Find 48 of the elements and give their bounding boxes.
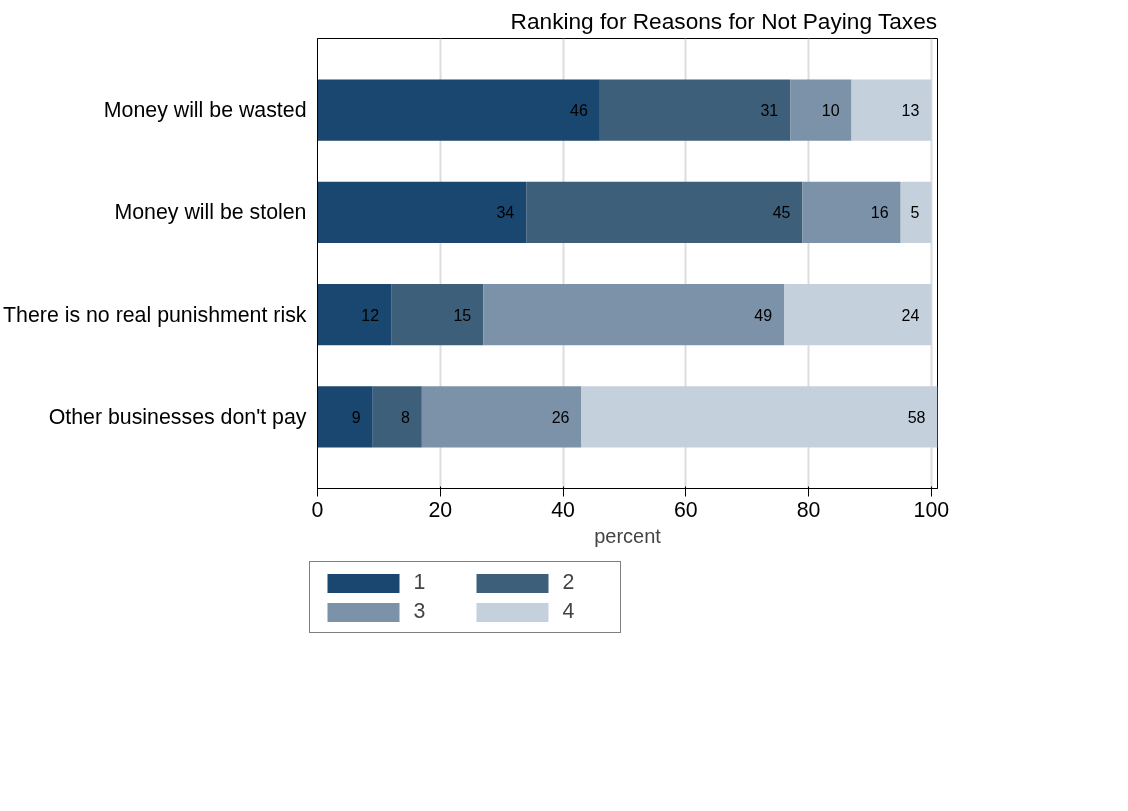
x-tick-label: 60 <box>673 497 698 522</box>
y-tick-label: Money will be wasted <box>103 98 307 123</box>
bar <box>317 283 392 346</box>
y-tick-label: There is no real punishment risk <box>3 302 307 327</box>
data-label: 15 <box>453 306 472 324</box>
bar <box>581 386 938 448</box>
data-label: 13 <box>901 102 920 120</box>
data-label: 12 <box>361 306 380 324</box>
bar <box>483 283 785 346</box>
bar <box>802 181 901 244</box>
data-label: 49 <box>754 306 773 324</box>
data-label: 26 <box>551 408 570 426</box>
bar <box>851 79 932 141</box>
bar <box>526 181 803 244</box>
bar <box>372 386 422 448</box>
data-label: 8 <box>400 408 410 426</box>
bar <box>317 181 527 244</box>
legend-label: 3 <box>413 599 427 624</box>
bar <box>421 386 582 448</box>
legend-label: 1 <box>413 570 427 595</box>
data-label: 58 <box>907 408 926 426</box>
data-label: 5 <box>910 204 920 222</box>
bar <box>790 79 852 141</box>
y-tick-label: Money will be stolen <box>114 200 307 225</box>
data-label: 9 <box>351 408 361 426</box>
chart-title: Ranking for Reasons for Not Paying Taxes <box>510 7 938 34</box>
bar <box>599 79 791 141</box>
data-label: 24 <box>901 306 920 324</box>
data-label: 10 <box>821 102 840 120</box>
bar <box>900 181 932 244</box>
bar <box>317 79 600 141</box>
x-tick-label: 40 <box>551 497 576 522</box>
data-label: 46 <box>570 102 588 120</box>
bar <box>391 283 484 346</box>
x-tick-label: 100 <box>913 497 950 522</box>
data-label: 31 <box>760 102 779 120</box>
data-label: 34 <box>496 204 515 222</box>
bar <box>784 283 932 346</box>
bar <box>317 386 373 448</box>
data-label: 45 <box>772 204 791 222</box>
x-tick-label: 80 <box>796 497 821 522</box>
legend-label: 2 <box>562 570 576 595</box>
data-label: 16 <box>870 204 889 222</box>
x-tick-label: 0 <box>311 497 324 522</box>
legend-label: 4 <box>562 599 576 624</box>
x-axis-title: percent <box>594 524 662 547</box>
y-tick-label: Other businesses don't pay <box>48 404 307 429</box>
x-tick-label: 20 <box>428 497 453 522</box>
